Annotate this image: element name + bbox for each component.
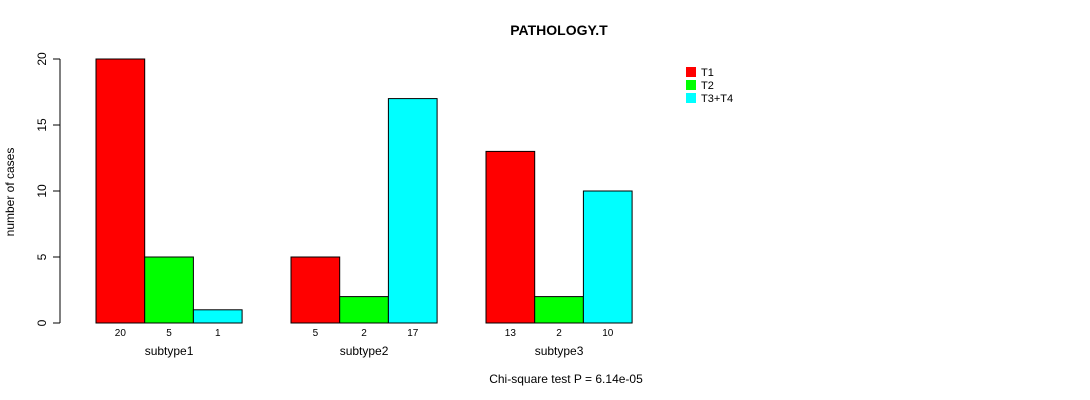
bar-value-label: 2: [556, 328, 562, 339]
legend-label: T1: [701, 67, 714, 79]
bar-value-label: 20: [115, 328, 127, 339]
category-label: subtype1: [145, 344, 194, 358]
bar: [290, 256, 341, 324]
legend-label: T2: [701, 80, 714, 92]
y-axis: 0 5 10 15 20: [35, 52, 61, 326]
bar-value-label: 17: [407, 328, 419, 339]
bar: [582, 190, 633, 324]
bar-value-label: 5: [166, 328, 172, 339]
chart-title: PATHOLOGY.T: [510, 22, 608, 38]
bar-value-label: 13: [505, 328, 517, 339]
bar: [95, 58, 146, 324]
bar: [339, 296, 389, 324]
bar-value-label: 1: [215, 328, 221, 339]
y-axis-label: number of cases: [3, 148, 17, 237]
bar: [534, 296, 584, 324]
bar: [144, 256, 194, 324]
legend-swatch: [686, 93, 696, 103]
bar-value-label: 5: [313, 328, 319, 339]
category-label: subtype2: [340, 344, 389, 358]
y-tick-label: 0: [35, 319, 49, 326]
legend-label: T3+T4: [701, 93, 733, 105]
category-labels: subtype1 subtype2 subtype3: [145, 344, 584, 358]
y-tick-label: 15: [35, 118, 49, 132]
bar: [387, 98, 438, 324]
bar-value-label: 2: [361, 328, 367, 339]
bar: [192, 309, 243, 324]
y-tick-label: 20: [35, 52, 49, 66]
legend-swatch: [686, 67, 696, 77]
category-label: subtype3: [535, 344, 584, 358]
y-tick-label: 5: [35, 253, 49, 260]
chi-square-footnote: Chi-square test P = 6.14e-05: [489, 372, 643, 386]
y-tick-label: 10: [35, 184, 49, 198]
bar: [485, 150, 536, 324]
bar-value-label: 10: [602, 328, 614, 339]
legend-swatch: [686, 80, 696, 90]
bars: [95, 58, 633, 324]
bar-value-labels: 20 5 1 5 2 17 13 2 10: [115, 328, 614, 339]
